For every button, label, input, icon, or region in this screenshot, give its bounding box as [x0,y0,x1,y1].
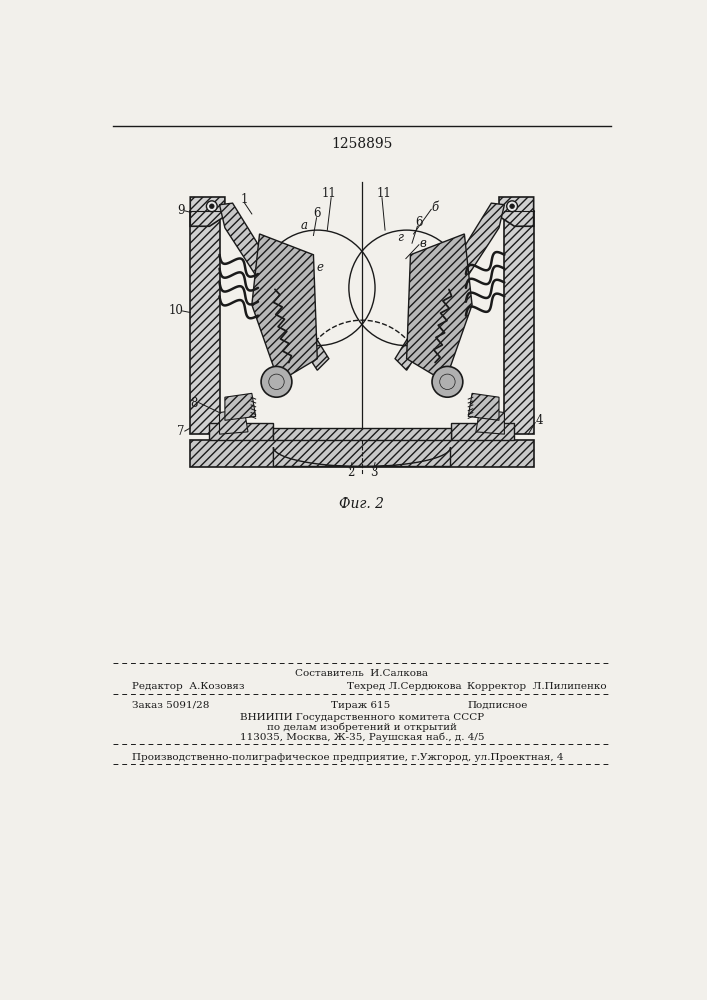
Text: 4: 4 [535,414,543,427]
Text: по делам изобретений и открытий: по делам изобретений и открытий [267,723,457,732]
Circle shape [261,366,292,397]
Text: б: б [431,201,438,214]
Polygon shape [274,447,450,466]
Text: Тираж 615: Тираж 615 [331,701,390,710]
Polygon shape [225,393,256,420]
Polygon shape [252,234,317,382]
Text: Составитель  И.Салкова: Составитель И.Салкова [296,669,428,678]
Circle shape [507,201,518,212]
Text: 3: 3 [370,466,378,479]
Polygon shape [468,393,499,420]
Text: Техред Л.Сердюкова: Техред Л.Сердюкова [346,682,461,691]
Text: Заказ 5091/28: Заказ 5091/28 [132,701,210,710]
Polygon shape [504,211,534,434]
Text: г: г [397,231,403,244]
Text: 2: 2 [346,466,354,479]
Text: 8: 8 [190,397,198,410]
Polygon shape [219,203,329,370]
Polygon shape [476,409,504,434]
Polygon shape [450,423,515,440]
Text: ВНИИПИ Государственного комитета СССР: ВНИИПИ Государственного комитета СССР [240,713,484,722]
Text: в: в [419,237,426,250]
Polygon shape [219,409,248,434]
Polygon shape [190,197,225,226]
Polygon shape [499,197,534,226]
Text: 7: 7 [177,425,185,438]
Text: е: е [316,261,323,274]
Circle shape [510,204,515,209]
Text: 5: 5 [437,279,444,292]
Circle shape [209,204,214,209]
Polygon shape [395,203,504,370]
Polygon shape [190,211,219,434]
Circle shape [206,201,217,212]
Text: 11: 11 [377,187,392,200]
Text: 9: 9 [177,204,185,217]
Text: 11: 11 [322,187,337,200]
Text: Подписное: Подписное [467,701,528,710]
Text: 6: 6 [415,216,423,229]
Text: 113035, Москва, Ж-35, Раушская наб., д. 4/5: 113035, Москва, Ж-35, Раушская наб., д. … [240,733,484,742]
Text: Редактор  А.Козовяз: Редактор А.Козовяз [132,682,245,691]
Polygon shape [407,234,472,382]
Text: 6: 6 [312,207,320,220]
Text: 1258895: 1258895 [332,137,392,151]
Polygon shape [190,440,534,466]
Text: 1: 1 [240,193,248,206]
Text: Фиг. 2: Фиг. 2 [339,497,385,511]
Text: Производственно-полиграфическое предприятие, г.Ужгород, ул.Проектная, 4: Производственно-полиграфическое предприя… [132,753,564,762]
Text: Корректор  Л.Пилипенко: Корректор Л.Пилипенко [467,682,607,691]
Text: 10: 10 [169,304,184,317]
Circle shape [432,366,463,397]
Text: а: а [300,219,308,232]
Polygon shape [209,423,274,440]
Polygon shape [274,428,450,440]
